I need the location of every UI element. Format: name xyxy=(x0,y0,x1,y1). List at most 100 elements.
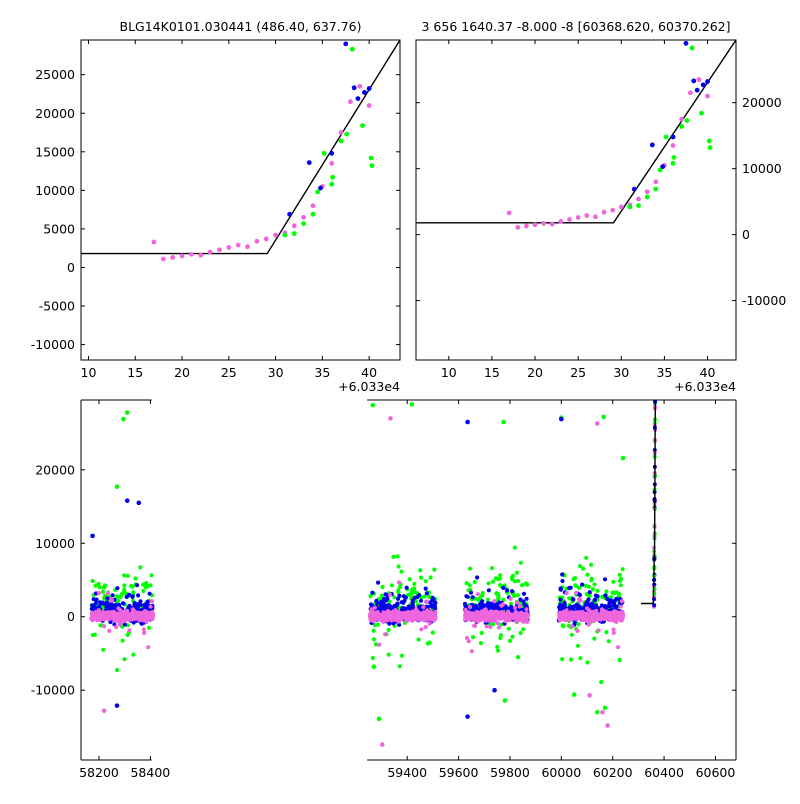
green-data-point xyxy=(606,639,611,644)
pink-data-point xyxy=(468,605,473,610)
green-data-point xyxy=(282,232,288,238)
green-data-point xyxy=(97,585,102,590)
blue-data-point xyxy=(318,185,323,191)
pink-data-point xyxy=(605,723,610,728)
blue-data-point xyxy=(142,602,147,608)
green-data-point xyxy=(510,577,515,582)
green-data-point xyxy=(141,588,146,594)
blue-data-point xyxy=(524,596,529,601)
green-data-point xyxy=(561,624,566,629)
blue-data-point xyxy=(481,602,486,608)
pink-data-point xyxy=(564,591,569,596)
blue-data-point xyxy=(126,592,132,597)
green-data-point xyxy=(115,667,120,673)
green-data-point xyxy=(671,155,677,160)
pink-data-point xyxy=(614,609,619,615)
green-data-point xyxy=(100,589,106,595)
blue-data-point xyxy=(130,594,135,600)
green-data-point xyxy=(515,593,520,598)
blue-data-point xyxy=(521,591,527,596)
pink-data-point xyxy=(408,615,414,620)
blue-data-point xyxy=(114,703,120,708)
blue-data-point xyxy=(580,582,585,587)
y-tick-label: -10000 xyxy=(31,337,75,352)
pink-data-point xyxy=(488,612,493,617)
pink-data-point xyxy=(372,605,377,610)
plot-area xyxy=(81,40,400,262)
blue-data-point xyxy=(428,600,433,605)
pink-data-point xyxy=(596,615,601,620)
x-offset-label: +6.033e4 xyxy=(674,379,736,394)
pink-data-point xyxy=(109,610,114,615)
green-data-point xyxy=(670,160,676,166)
green-data-point xyxy=(413,599,418,604)
pink-data-point xyxy=(521,619,526,624)
green-data-point xyxy=(521,627,526,632)
pink-data-point xyxy=(614,619,619,625)
x-tick-label: 35 xyxy=(656,365,672,380)
pink-data-point xyxy=(477,615,483,620)
green-data-point xyxy=(620,567,625,572)
blue-data-point xyxy=(343,41,349,47)
pink-data-point xyxy=(96,591,101,596)
pink-data-point xyxy=(575,628,580,634)
pink-data-point xyxy=(596,612,601,617)
pink-data-point xyxy=(618,204,624,210)
axes-frame xyxy=(80,39,401,361)
green-data-point xyxy=(149,573,154,578)
green-data-point xyxy=(523,581,528,586)
pink-data-point xyxy=(207,249,213,255)
pink-data-point xyxy=(473,623,478,629)
blue-data-point xyxy=(700,82,706,88)
green-data-point xyxy=(507,638,513,644)
pink-data-point xyxy=(679,116,685,122)
green-data-point xyxy=(501,597,506,602)
green-data-point xyxy=(409,402,415,407)
y-tick-label: 10000 xyxy=(742,161,782,176)
green-data-point xyxy=(502,698,508,703)
pink-data-point xyxy=(91,615,96,620)
blue-data-point xyxy=(425,604,430,610)
pink-data-point xyxy=(601,613,606,619)
blue-data-point xyxy=(505,588,510,593)
blue-data-point xyxy=(370,590,375,595)
y-tick-label: 20000 xyxy=(35,106,75,121)
pink-data-point xyxy=(424,599,429,604)
green-data-point xyxy=(360,123,365,128)
x-tick-label: 35 xyxy=(314,365,330,380)
pink-data-point xyxy=(488,624,493,630)
pink-data-point xyxy=(472,613,477,618)
green-data-point xyxy=(614,590,619,595)
green-data-point xyxy=(498,573,503,578)
blue-data-point xyxy=(99,601,104,606)
pink-data-point xyxy=(380,616,385,621)
blue-data-point xyxy=(115,586,120,591)
y-tick-label: -5000 xyxy=(39,299,75,314)
green-data-point xyxy=(115,594,120,600)
green-data-point xyxy=(491,579,496,584)
green-data-point xyxy=(396,590,401,595)
pink-data-point xyxy=(348,99,353,105)
green-data-point xyxy=(368,593,373,599)
green-data-point xyxy=(499,622,504,627)
pink-data-point xyxy=(254,238,260,244)
x-tick-label: 30 xyxy=(613,365,629,380)
blue-data-point xyxy=(430,595,435,600)
pink-data-point xyxy=(105,590,110,596)
green-data-point xyxy=(130,584,135,589)
pink-data-point xyxy=(517,604,522,609)
green-data-point xyxy=(592,636,597,641)
blue-data-point xyxy=(397,593,402,599)
green-data-point xyxy=(397,664,402,669)
x-tick-label: 59800 xyxy=(490,765,530,780)
x-tick-label: 40 xyxy=(700,365,716,380)
green-data-point xyxy=(495,644,500,649)
green-data-point xyxy=(620,455,626,461)
blue-data-point xyxy=(495,606,500,611)
pink-data-point xyxy=(421,605,426,610)
blue-data-point xyxy=(415,594,420,600)
blue-data-point xyxy=(105,604,110,609)
green-data-point xyxy=(93,583,98,588)
green-data-point xyxy=(131,652,136,657)
blue-data-point xyxy=(559,416,564,422)
